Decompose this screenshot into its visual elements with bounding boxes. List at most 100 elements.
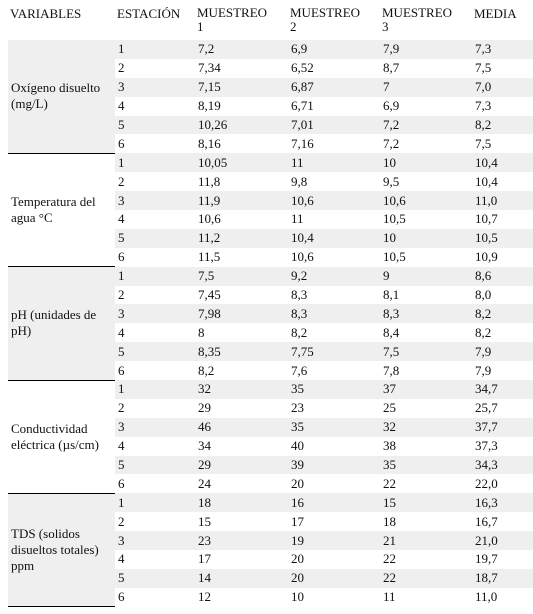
column-header: MUESTREO 1 (195, 0, 288, 40)
column-header: ESTACIÓN (115, 0, 195, 40)
station-cell: 6 (118, 475, 125, 491)
header-text: MUESTREO 3 (382, 5, 453, 34)
value-cell: 11 (291, 211, 304, 227)
column-header: MUESTREO 2 (288, 0, 380, 40)
value-cell: 7,16 (291, 135, 314, 151)
table-row: 4 8 8,2 8,4 8,2 (8, 323, 533, 342)
value-cell: 21,0 (472, 531, 533, 551)
value-cell: 10,4 (288, 228, 380, 248)
table-row: Conductividad eléctrica (µs/cm) 1 32 35 37 34… (8, 380, 533, 494)
table-row: 5 29 39 35 34,3 (8, 455, 533, 475)
table-row: 6 24 20 22 22,0 (8, 474, 533, 493)
station-cell: 3 (115, 304, 195, 324)
table-body: Oxígeno disuelto (mg/L) 1 7,2 6,9 7,9 7,3 2 7,3… (8, 40, 533, 608)
value-cell: 8,16 (198, 135, 221, 151)
value-cell: 6,52 (291, 60, 314, 76)
value-cell: 8,3 (291, 287, 308, 303)
value-cell: 8,2 (472, 115, 533, 135)
value-cell: 18 (383, 513, 396, 529)
value-cell: 8,2 (291, 324, 308, 340)
value-cell: 8,3 (380, 304, 472, 324)
value-cell: 7,15 (195, 77, 288, 97)
value-cell: 37,7 (472, 417, 533, 437)
value-cell: 7,2 (383, 135, 400, 151)
value-cell: 10,7 (475, 211, 498, 227)
table-row: 4 17 20 22 19,7 (8, 550, 533, 569)
station-cell: 6 (118, 135, 125, 151)
value-cell: 11,5 (198, 249, 221, 265)
value-cell: 11,0 (472, 191, 533, 211)
station-cell: 2 (118, 400, 125, 416)
value-cell: 10,26 (195, 115, 288, 135)
value-cell: 10,5 (383, 249, 406, 265)
table-row: 6 8,16 7,16 7,2 7,5 (8, 134, 533, 153)
station-cell: 2 (118, 60, 125, 76)
value-cell: 7,6 (291, 362, 308, 378)
value-cell: 10,6 (198, 211, 221, 227)
value-cell: 35 (288, 380, 380, 399)
value-cell: 29 (195, 455, 288, 475)
value-cell: 7,0 (472, 77, 533, 97)
value-cell: 20 (288, 568, 380, 588)
value-cell: 6,9 (383, 98, 400, 114)
value-cell: 32 (380, 417, 472, 437)
value-cell: 11 (383, 589, 396, 605)
value-cell: 12 (198, 589, 211, 605)
station-cell: 2 (118, 173, 125, 189)
value-cell: 38 (383, 438, 396, 454)
value-cell: 16 (288, 493, 380, 513)
station-cell: 4 (118, 438, 125, 454)
value-cell: 7,98 (195, 304, 288, 324)
value-cell: 11,0 (475, 589, 498, 605)
value-cell: 22 (383, 551, 396, 567)
table-row: Oxígeno disuelto (mg/L) 1 7,2 6,9 7,9 7,3 (8, 40, 533, 154)
table-row: 6 8,2 7,6 7,8 7,9 (8, 361, 533, 380)
value-cell: 10,05 (195, 153, 288, 173)
value-cell: 17 (291, 513, 304, 529)
header-text: MEDIA (474, 6, 517, 21)
value-cell: 7,9 (472, 342, 533, 362)
value-cell: 22,0 (475, 475, 498, 491)
table-row: TDS (solidos disueltos totales) ppm 1 18 16… (8, 493, 533, 608)
value-cell: 15 (198, 513, 211, 529)
value-cell: 10,4 (472, 153, 533, 173)
station-cell: 3 (115, 531, 195, 551)
value-cell: 8 (198, 324, 205, 340)
value-cell: 7,9 (380, 40, 472, 59)
table-row: 2 29 23 25 25,7 (8, 399, 533, 418)
value-cell: 15 (380, 493, 472, 513)
column-header: MUESTREO 3 (380, 0, 472, 40)
station-cell: 5 (115, 115, 195, 135)
value-cell: 7,3 (472, 40, 533, 59)
table-row: 3 7,15 6,87 7 7,0 (8, 77, 533, 97)
value-cell: 18 (195, 493, 288, 513)
value-cell: 17 (198, 551, 211, 567)
station-cell: 1 (115, 266, 195, 286)
value-cell: 39 (288, 455, 380, 475)
value-cell: 9,5 (383, 173, 400, 189)
value-cell: 22 (380, 568, 472, 588)
value-cell: 32 (195, 380, 288, 399)
variable-cell: TDS (solidos disueltos totales) ppm (8, 493, 115, 608)
station-cell: 1 (115, 153, 195, 173)
table-row: 4 34 40 38 37,3 (8, 437, 533, 456)
value-cell: 10,6 (291, 249, 314, 265)
table-row: 2 7,45 8,3 8,1 8,0 (8, 286, 533, 305)
station-cell: 6 (118, 249, 125, 265)
table-row: 3 46 35 32 37,7 (8, 417, 533, 437)
value-cell: 21 (380, 531, 472, 551)
value-cell: 25 (383, 400, 396, 416)
column-header: MEDIA (472, 0, 533, 40)
station-cell: 4 (118, 211, 125, 227)
station-cell: 3 (115, 77, 195, 97)
table-row: 6 11,5 10,6 10,5 10,9 (8, 248, 533, 267)
variable-cell: Temperatura del agua °C (8, 153, 115, 268)
value-cell: 7,2 (380, 115, 472, 135)
value-cell: 34 (198, 438, 211, 454)
value-cell: 20 (291, 551, 304, 567)
value-cell: 7,5 (475, 60, 492, 76)
station-cell: 1 (115, 380, 195, 399)
station-cell: 2 (118, 513, 125, 529)
value-cell: 23 (291, 400, 304, 416)
value-cell: 16,3 (472, 493, 533, 513)
